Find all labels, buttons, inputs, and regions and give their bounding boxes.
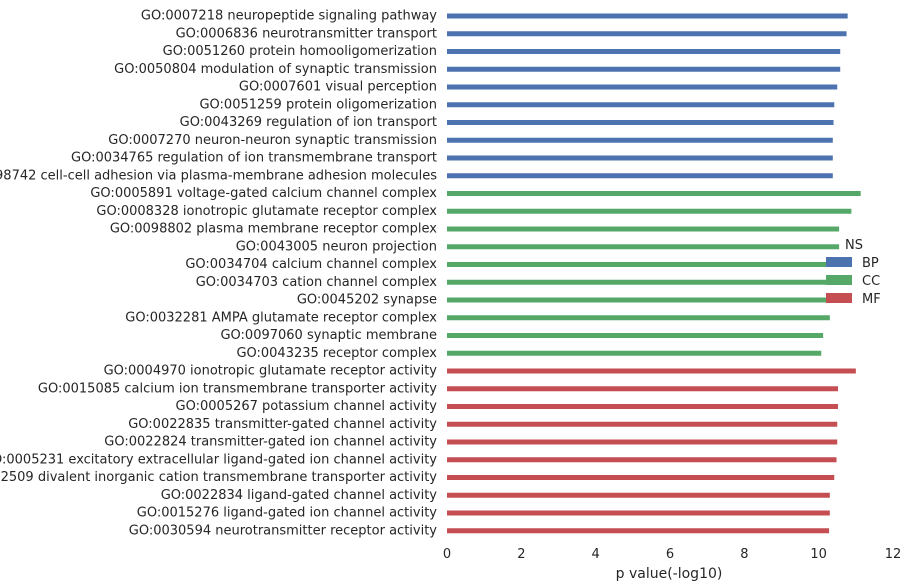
- bar-cc: [447, 297, 827, 303]
- bar-bp: [447, 49, 841, 54]
- y-tick-label: GO:0022824 transmitter-gated ion channel…: [104, 435, 437, 450]
- y-tick-label: GO:0022834 ligand-gated channel activity: [161, 488, 438, 503]
- legend: NS BP CC MF: [826, 238, 881, 307]
- y-tick-label: GO:0050804 modulation of synaptic transm…: [114, 62, 437, 77]
- bar-bp: [447, 84, 838, 90]
- y-tick-label: GO:0005891 voltage-gated calcium channel…: [90, 186, 437, 201]
- y-tick-label: GO:0034765 regulation of ion transmembra…: [71, 151, 437, 166]
- x-axis-title: p value(-log10): [616, 566, 723, 582]
- bar-bp: [447, 137, 833, 143]
- y-tick-label: GO:0043235 receptor complex: [236, 346, 437, 361]
- y-tick-label: GO:0045202 synapse: [297, 293, 437, 308]
- y-tick-label: GO:0005267 potassium channel activity: [176, 399, 438, 414]
- x-tick-label: 2: [517, 547, 525, 562]
- x-tick-label: 6: [666, 547, 674, 562]
- legend-title: NS: [845, 238, 863, 253]
- y-tick-label: GO:0008328 ionotropic glutamate receptor…: [96, 204, 437, 219]
- y-tick-label: GO:0034703 cation channel complex: [196, 275, 438, 290]
- bar-bp: [447, 66, 841, 72]
- bar-cc: [447, 191, 861, 196]
- x-tick-label: 8: [740, 547, 748, 562]
- x-tick-label: 4: [592, 547, 600, 562]
- bar-mf: [447, 510, 830, 516]
- bar-bp: [447, 155, 833, 161]
- bar-mf: [447, 386, 838, 392]
- bar-mf: [447, 475, 835, 480]
- bar-mf: [447, 528, 830, 534]
- bar-mf: [447, 439, 838, 445]
- y-tick-label: GO:0007601 visual perception: [239, 80, 437, 95]
- bar-cc: [447, 350, 822, 356]
- x-tick-labels: 0 2 4 6 8 10 12: [443, 547, 901, 562]
- bar-cc: [447, 315, 830, 321]
- y-tick-label: GO:0022835 transmitter-gated channel act…: [128, 417, 437, 432]
- y-tick-label: GO:0051259 protein oligomerization: [199, 97, 437, 112]
- legend-label-cc: CC: [862, 274, 880, 289]
- x-tick-label: 0: [443, 547, 451, 562]
- y-tick-label: GO:0098742 cell-cell adhesion via plasma…: [0, 168, 437, 183]
- bar-bp: [447, 120, 834, 125]
- legend-label-mf: MF: [862, 292, 881, 307]
- bars-layer: [447, 13, 861, 534]
- bar-cc: [447, 279, 828, 285]
- x-tick-label: 10: [810, 547, 827, 562]
- y-tick-label: GO:0032281 AMPA glutamate receptor compl…: [125, 310, 437, 325]
- y-tick-label: GO:0015276 ligand-gated ion channel acti…: [137, 506, 438, 521]
- bar-bp: [447, 173, 833, 179]
- legend-swatch-bp: [826, 257, 852, 267]
- bar-bp: [447, 13, 848, 19]
- y-tick-label: GO:0034704 calcium channel complex: [185, 257, 437, 272]
- y-tick-label: GO:0005231 excitatory extracellular liga…: [0, 452, 437, 467]
- y-tick-labels: GO:0007218 neuropeptide signaling pathwa…: [0, 9, 437, 539]
- y-tick-label: GO:0007218 neuropeptide signaling pathwa…: [141, 9, 437, 24]
- y-tick-label: GO:0030594 neurotransmitter receptor act…: [129, 523, 438, 538]
- y-tick-label: GO:0051260 protein homooligomerization: [163, 44, 437, 59]
- bar-mf: [447, 404, 838, 409]
- bar-mf: [447, 457, 837, 463]
- y-tick-label: GO:0007270 neuron-neuron synaptic transm…: [108, 133, 437, 148]
- bar-mf: [447, 368, 856, 374]
- y-tick-label: GO:0015085 calcium ion transmembrane tra…: [38, 381, 437, 396]
- bar-bp: [447, 31, 847, 37]
- bar-bp: [447, 102, 835, 108]
- bar-cc: [447, 208, 852, 214]
- y-tick-label: GO:0097060 synaptic membrane: [220, 328, 437, 343]
- legend-swatch-mf: [826, 293, 852, 303]
- y-tick-label: GO:0004970 ionotropic glutamate receptor…: [104, 364, 438, 379]
- bar-mf: [447, 492, 830, 498]
- bar-cc: [447, 244, 840, 250]
- y-tick-label: GO:0043269 regulation of ion transport: [180, 115, 437, 130]
- bar-mf: [447, 421, 838, 427]
- y-tick-label: GO:0006836 neurotransmitter transport: [176, 26, 437, 41]
- legend-swatch-cc: [826, 275, 852, 285]
- bar-cc: [447, 262, 830, 267]
- legend-label-bp: BP: [862, 256, 879, 271]
- y-tick-label: GO:0072509 divalent inorganic cation tra…: [0, 470, 437, 485]
- bar-cc: [447, 226, 840, 232]
- y-tick-label: GO:0043005 neuron projection: [236, 239, 437, 254]
- y-tick-label: GO:0098802 plasma membrane receptor comp…: [110, 222, 437, 237]
- bar-cc: [447, 333, 824, 338]
- x-tick-label: 12: [885, 547, 902, 562]
